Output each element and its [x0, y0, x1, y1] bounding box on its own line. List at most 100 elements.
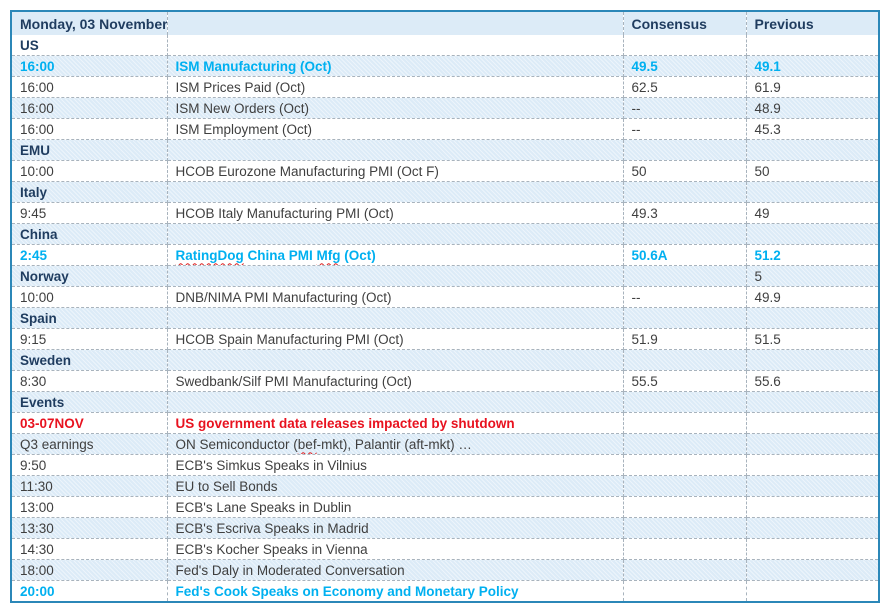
event-row: 18:00 Fed's Daly in Moderated Conversatio… — [11, 559, 879, 581]
event-row: Q3 earnings ON Semiconductor (bef-mkt), P… — [11, 433, 879, 455]
economic-calendar-table: Monday, 03 November Consensus Previous U… — [10, 10, 880, 603]
time-cell: EMU — [11, 139, 168, 161]
previous-cell: 51.2 — [746, 244, 879, 266]
previous-cell — [746, 307, 879, 329]
previous-cell — [746, 433, 879, 455]
event-cell: ECB's Lane Speaks in Dublin — [167, 496, 624, 518]
event-cell — [167, 35, 624, 56]
consensus-cell: -- — [623, 97, 747, 119]
consensus-cell: 62.5 — [623, 76, 747, 98]
event-cell — [167, 391, 624, 413]
time-cell: 14:30 — [11, 538, 168, 560]
event-cell: ECB's Escriva Speaks in Madrid — [167, 517, 624, 539]
event-cell — [167, 223, 624, 245]
time-cell: China — [11, 223, 168, 245]
previous-cell — [746, 412, 879, 434]
previous-cell — [746, 538, 879, 560]
event-row: 14:30 ECB's Kocher Speaks in Vienna — [11, 538, 879, 560]
consensus-cell: -- — [623, 118, 747, 140]
previous-cell — [746, 581, 879, 603]
previous-cell: 50 — [746, 160, 879, 182]
section-row: US — [11, 35, 879, 56]
misspelled-word: RatingDog — [175, 247, 244, 263]
time-cell: 13:00 — [11, 496, 168, 518]
time-cell: 16:00 — [11, 76, 168, 98]
previous-cell: 49.1 — [746, 55, 879, 77]
previous-cell — [746, 35, 879, 56]
event-row: 13:30 ECB's Escriva Speaks in Madrid — [11, 517, 879, 539]
consensus-cell — [623, 412, 747, 434]
time-cell: 18:00 — [11, 559, 168, 581]
header-row: Monday, 03 November Consensus Previous — [11, 11, 879, 35]
time-cell: 13:30 — [11, 517, 168, 539]
section-row: Spain — [11, 307, 879, 329]
time-cell: Q3 earnings — [11, 433, 168, 455]
event-cell — [167, 307, 624, 329]
header-date-cell: Monday, 03 November — [11, 11, 168, 35]
previous-cell — [746, 139, 879, 161]
previous-cell — [746, 391, 879, 413]
time-cell: Events — [11, 391, 168, 413]
previous-cell: 48.9 — [746, 97, 879, 119]
time-cell: 16:00 — [11, 97, 168, 119]
consensus-cell: 50 — [623, 160, 747, 182]
time-cell: 20:00 — [11, 580, 168, 602]
consensus-cell — [623, 538, 747, 560]
previous-cell — [746, 496, 879, 518]
time-cell: 9:45 — [11, 202, 168, 224]
consensus-cell — [623, 35, 747, 56]
event-cell: US government data releases impacted by … — [167, 412, 624, 434]
consensus-cell: 51.9 — [623, 328, 747, 350]
event-cell: RatingDog China PMI Mfg (Oct) — [167, 244, 624, 266]
time-cell: Sweden — [11, 349, 168, 371]
header-previous-cell: Previous — [746, 11, 879, 35]
consensus-cell — [623, 223, 747, 245]
time-cell: Italy — [11, 181, 168, 203]
calendar-header: Monday, 03 November Consensus Previous — [11, 11, 879, 35]
consensus-cell — [623, 559, 747, 581]
consensus-cell: 49.5 — [623, 55, 747, 77]
event-cell — [167, 181, 624, 203]
event-row: 10:00 DNB/NIMA PMI Manufacturing (Oct) -- 4… — [11, 286, 879, 308]
event-row: 9:45 HCOB Italy Manufacturing PMI (Oct) 49… — [11, 202, 879, 224]
event-row: 8:30 Swedbank/Silf PMI Manufacturing (Oct… — [11, 370, 879, 392]
consensus-cell — [623, 181, 747, 203]
event-cell: HCOB Eurozone Manufacturing PMI (Oct F) — [167, 160, 624, 182]
event-row: 9:50 ECB's Simkus Speaks in Vilnius — [11, 454, 879, 476]
time-cell: Norway — [11, 265, 168, 287]
consensus-cell — [623, 517, 747, 539]
event-cell: HCOB Spain Manufacturing PMI (Oct) — [167, 328, 624, 350]
consensus-cell — [623, 454, 747, 476]
consensus-cell: 50.6A — [623, 244, 747, 266]
event-cell: DNB/NIMA PMI Manufacturing (Oct) — [167, 286, 624, 308]
time-cell: US — [11, 35, 168, 56]
section-row: China — [11, 223, 879, 245]
time-cell: 8:30 — [11, 370, 168, 392]
time-cell: Spain — [11, 307, 168, 329]
time-cell: 2:45 — [11, 244, 168, 266]
event-cell — [167, 265, 624, 287]
previous-cell: 61.9 — [746, 76, 879, 98]
event-row: 11:30 EU to Sell Bonds — [11, 475, 879, 497]
section-row: Norway 5 — [11, 265, 879, 287]
previous-cell: 49.9 — [746, 286, 879, 308]
previous-cell: 55.6 — [746, 370, 879, 392]
event-row: 16:00 ISM New Orders (Oct) -- 48.9 — [11, 97, 879, 119]
time-cell: 9:50 — [11, 454, 168, 476]
consensus-cell — [623, 265, 747, 287]
event-cell: ISM New Orders (Oct) — [167, 97, 624, 119]
event-cell: Fed's Cook Speaks on Economy and Monetar… — [167, 580, 624, 602]
event-row: 20:00 Fed's Cook Speaks on Economy and Mo… — [11, 580, 879, 603]
consensus-cell — [623, 433, 747, 455]
previous-cell — [746, 454, 879, 476]
previous-cell: 5 — [746, 265, 879, 287]
event-cell: Fed's Daly in Moderated Conversation — [167, 559, 624, 581]
consensus-cell: 49.3 — [623, 202, 747, 224]
event-cell: Swedbank/Silf PMI Manufacturing (Oct) — [167, 370, 624, 392]
time-cell: 10:00 — [11, 160, 168, 182]
event-row: 16:00 ISM Manufacturing (Oct) 49.5 49.1 — [11, 55, 879, 77]
event-row: 03-07NOV US government data releases impa… — [11, 412, 879, 434]
consensus-cell — [623, 307, 747, 329]
event-cell: EU to Sell Bonds — [167, 475, 624, 497]
event-row: 9:15 HCOB Spain Manufacturing PMI (Oct) 51… — [11, 328, 879, 350]
